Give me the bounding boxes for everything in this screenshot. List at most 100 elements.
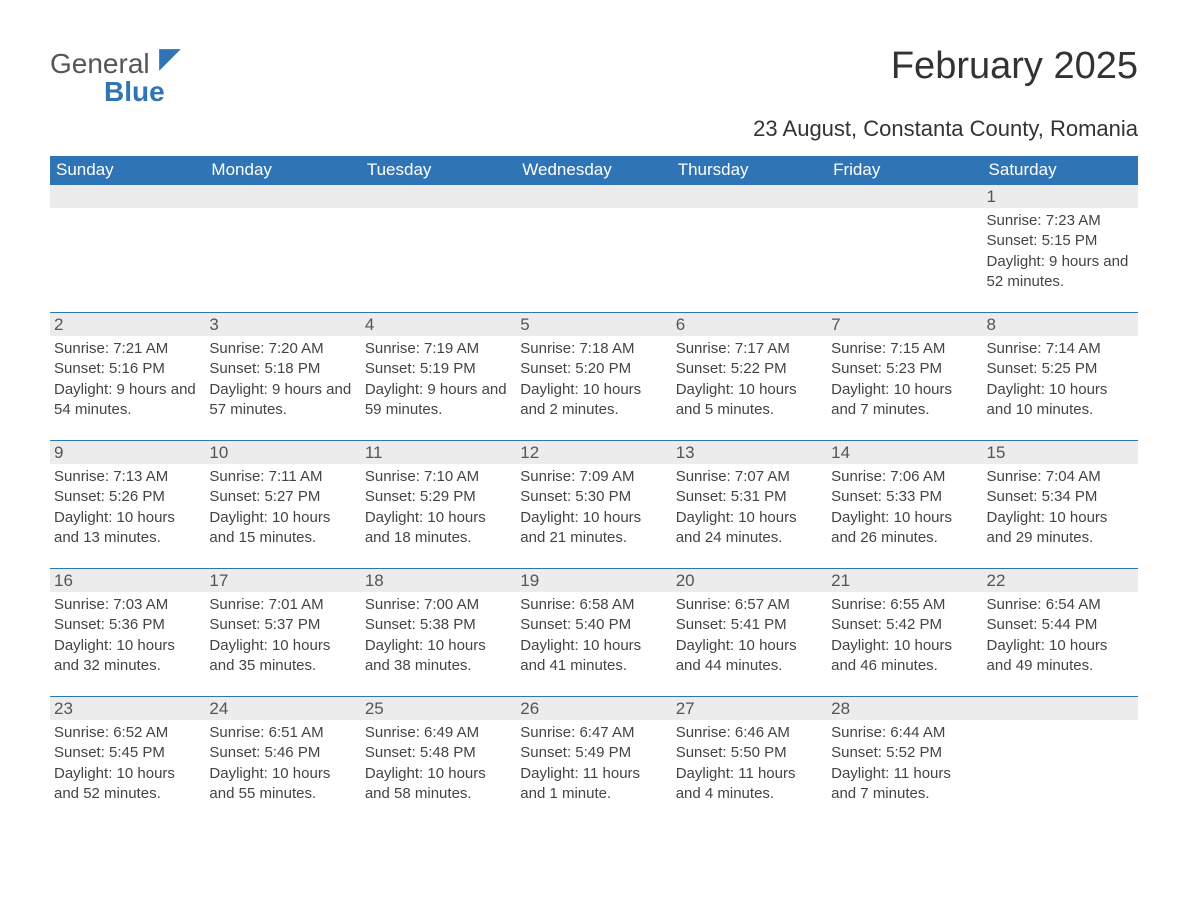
calendar-cell: [205, 184, 360, 312]
day-details: Sunrise: 7:04 AMSunset: 5:34 PMDaylight:…: [983, 464, 1138, 552]
day-number: 18: [361, 568, 516, 592]
day-number: [50, 184, 205, 208]
day-details: Sunrise: 7:20 AMSunset: 5:18 PMDaylight:…: [205, 336, 360, 424]
day-number: 6: [672, 312, 827, 336]
brand-word-1: General: [50, 48, 150, 79]
daylight-text: Daylight: 10 hours and 24 minutes.: [676, 508, 823, 549]
day-details: Sunrise: 7:00 AMSunset: 5:38 PMDaylight:…: [361, 592, 516, 680]
sunset-text: Sunset: 5:30 PM: [520, 487, 667, 507]
daylight-text: Daylight: 10 hours and 38 minutes.: [365, 636, 512, 677]
weekday-header-row: Sunday Monday Tuesday Wednesday Thursday…: [50, 156, 1138, 184]
calendar-cell: [672, 184, 827, 312]
calendar-page: General Blue February 2025 23 August, Co…: [0, 0, 1188, 918]
day-number: 23: [50, 696, 205, 720]
day-number: 2: [50, 312, 205, 336]
sunset-text: Sunset: 5:36 PM: [54, 615, 201, 635]
sunrise-text: Sunrise: 6:54 AM: [987, 595, 1134, 615]
sunrise-text: Sunrise: 6:47 AM: [520, 723, 667, 743]
sunset-text: Sunset: 5:27 PM: [209, 487, 356, 507]
day-details: [516, 208, 671, 215]
day-details: [50, 208, 205, 215]
calendar-cell: [516, 184, 671, 312]
day-number: [205, 184, 360, 208]
daylight-text: Daylight: 10 hours and 5 minutes.: [676, 380, 823, 421]
sunrise-text: Sunrise: 7:09 AM: [520, 467, 667, 487]
sunset-text: Sunset: 5:44 PM: [987, 615, 1134, 635]
daylight-text: Daylight: 9 hours and 52 minutes.: [987, 252, 1134, 293]
sunset-text: Sunset: 5:15 PM: [987, 231, 1134, 251]
day-number: 20: [672, 568, 827, 592]
calendar-cell: 21Sunrise: 6:55 AMSunset: 5:42 PMDayligh…: [827, 568, 982, 696]
day-details: Sunrise: 7:11 AMSunset: 5:27 PMDaylight:…: [205, 464, 360, 552]
sunset-text: Sunset: 5:40 PM: [520, 615, 667, 635]
calendar-cell: 8Sunrise: 7:14 AMSunset: 5:25 PMDaylight…: [983, 312, 1138, 440]
sunset-text: Sunset: 5:37 PM: [209, 615, 356, 635]
sunrise-text: Sunrise: 7:11 AM: [209, 467, 356, 487]
col-friday: Friday: [827, 156, 982, 184]
calendar-cell: 19Sunrise: 6:58 AMSunset: 5:40 PMDayligh…: [516, 568, 671, 696]
sunset-text: Sunset: 5:31 PM: [676, 487, 823, 507]
title-block: February 2025: [891, 45, 1138, 88]
sunset-text: Sunset: 5:16 PM: [54, 359, 201, 379]
sunrise-text: Sunrise: 7:04 AM: [987, 467, 1134, 487]
day-details: Sunrise: 6:55 AMSunset: 5:42 PMDaylight:…: [827, 592, 982, 680]
sunset-text: Sunset: 5:23 PM: [831, 359, 978, 379]
day-details: Sunrise: 7:01 AMSunset: 5:37 PMDaylight:…: [205, 592, 360, 680]
daylight-text: Daylight: 9 hours and 54 minutes.: [54, 380, 201, 421]
sunrise-text: Sunrise: 7:07 AM: [676, 467, 823, 487]
day-number: 10: [205, 440, 360, 464]
calendar-cell: [983, 696, 1138, 824]
sunset-text: Sunset: 5:20 PM: [520, 359, 667, 379]
daylight-text: Daylight: 10 hours and 32 minutes.: [54, 636, 201, 677]
day-number: 5: [516, 312, 671, 336]
sunset-text: Sunset: 5:50 PM: [676, 743, 823, 763]
sunrise-text: Sunrise: 6:58 AM: [520, 595, 667, 615]
day-details: Sunrise: 6:52 AMSunset: 5:45 PMDaylight:…: [50, 720, 205, 808]
day-details: [983, 720, 1138, 727]
day-number: 3: [205, 312, 360, 336]
day-details: [827, 208, 982, 215]
daylight-text: Daylight: 11 hours and 7 minutes.: [831, 764, 978, 805]
sunrise-text: Sunrise: 7:10 AM: [365, 467, 512, 487]
calendar-cell: 3Sunrise: 7:20 AMSunset: 5:18 PMDaylight…: [205, 312, 360, 440]
sunset-text: Sunset: 5:19 PM: [365, 359, 512, 379]
calendar-cell: 7Sunrise: 7:15 AMSunset: 5:23 PMDaylight…: [827, 312, 982, 440]
calendar-cell: 14Sunrise: 7:06 AMSunset: 5:33 PMDayligh…: [827, 440, 982, 568]
calendar-cell: 12Sunrise: 7:09 AMSunset: 5:30 PMDayligh…: [516, 440, 671, 568]
daylight-text: Daylight: 11 hours and 4 minutes.: [676, 764, 823, 805]
col-wednesday: Wednesday: [516, 156, 671, 184]
day-details: Sunrise: 7:09 AMSunset: 5:30 PMDaylight:…: [516, 464, 671, 552]
calendar-week-row: 23Sunrise: 6:52 AMSunset: 5:45 PMDayligh…: [50, 696, 1138, 824]
calendar-week-row: 1Sunrise: 7:23 AMSunset: 5:15 PMDaylight…: [50, 184, 1138, 312]
daylight-text: Daylight: 10 hours and 46 minutes.: [831, 636, 978, 677]
sunrise-text: Sunrise: 7:01 AM: [209, 595, 356, 615]
day-number: 26: [516, 696, 671, 720]
calendar-cell: 4Sunrise: 7:19 AMSunset: 5:19 PMDaylight…: [361, 312, 516, 440]
sunrise-text: Sunrise: 7:03 AM: [54, 595, 201, 615]
sunrise-text: Sunrise: 6:51 AM: [209, 723, 356, 743]
daylight-text: Daylight: 10 hours and 35 minutes.: [209, 636, 356, 677]
calendar-cell: 2Sunrise: 7:21 AMSunset: 5:16 PMDaylight…: [50, 312, 205, 440]
daylight-text: Daylight: 9 hours and 59 minutes.: [365, 380, 512, 421]
day-number: 8: [983, 312, 1138, 336]
day-details: [361, 208, 516, 215]
day-number: 16: [50, 568, 205, 592]
calendar-cell: 5Sunrise: 7:18 AMSunset: 5:20 PMDaylight…: [516, 312, 671, 440]
brand-logo: General Blue: [50, 45, 183, 106]
sunrise-text: Sunrise: 7:17 AM: [676, 339, 823, 359]
day-details: Sunrise: 7:10 AMSunset: 5:29 PMDaylight:…: [361, 464, 516, 552]
day-details: Sunrise: 7:19 AMSunset: 5:19 PMDaylight:…: [361, 336, 516, 424]
daylight-text: Daylight: 10 hours and 49 minutes.: [987, 636, 1134, 677]
sunset-text: Sunset: 5:25 PM: [987, 359, 1134, 379]
day-number: 24: [205, 696, 360, 720]
day-number: [983, 696, 1138, 720]
day-number: 12: [516, 440, 671, 464]
sunrise-text: Sunrise: 7:13 AM: [54, 467, 201, 487]
sunrise-text: Sunrise: 7:20 AM: [209, 339, 356, 359]
calendar-week-row: 2Sunrise: 7:21 AMSunset: 5:16 PMDaylight…: [50, 312, 1138, 440]
sunrise-text: Sunrise: 7:00 AM: [365, 595, 512, 615]
day-number: 9: [50, 440, 205, 464]
daylight-text: Daylight: 10 hours and 55 minutes.: [209, 764, 356, 805]
day-details: Sunrise: 7:14 AMSunset: 5:25 PMDaylight:…: [983, 336, 1138, 424]
daylight-text: Daylight: 10 hours and 21 minutes.: [520, 508, 667, 549]
